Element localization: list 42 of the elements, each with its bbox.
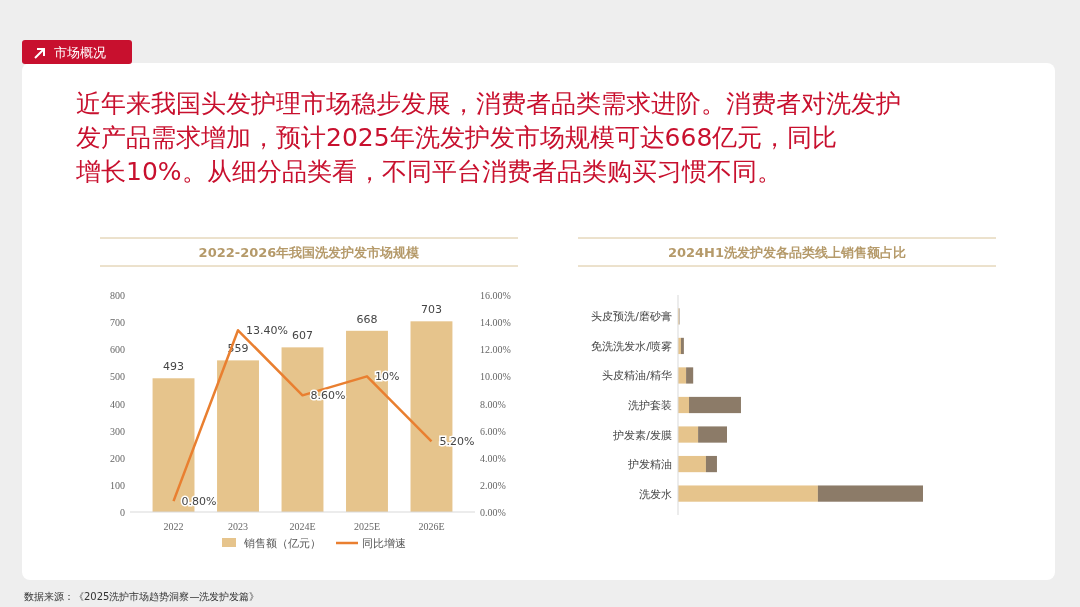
legend-label: 销售额（亿元） <box>243 537 321 550</box>
y2-tick-label: 16.00% <box>480 290 511 301</box>
data-label: 493 <box>163 360 185 374</box>
y2-tick-label: 4.00% <box>480 452 506 464</box>
x-tick-label: 2025E <box>353 521 381 532</box>
y-tick-label: 600 <box>110 344 125 356</box>
y-tick-label: 300 <box>110 425 125 437</box>
data-label: 607 <box>292 329 313 343</box>
y-tick-label: 500 <box>110 371 125 383</box>
y2-tick-label: 10.00% <box>480 371 511 383</box>
x-tick-label: 2026E <box>418 521 445 532</box>
y2-tick-label: 2.00% <box>480 479 506 491</box>
chart-title: 2022-2026年我国洗发护发市场规模 <box>198 245 420 260</box>
y-tick-label: 免洗洗发水/喷雾 <box>591 339 672 353</box>
x-tick-label: 2022 <box>163 521 184 532</box>
y-tick-label: 700 <box>110 317 125 329</box>
y-tick-label: 400 <box>110 398 125 410</box>
y-tick-label: 200 <box>110 452 125 464</box>
x-tick-label: 2024E <box>289 521 316 532</box>
chart-title: 2024H1洗发护发各品类线上销售额占比 <box>667 245 907 260</box>
y-tick-label: 头皮预洗/磨砂膏 <box>591 310 672 324</box>
data-label: 668 <box>356 312 378 326</box>
y-tick-label: 800 <box>110 290 125 301</box>
x-tick-label: 2023 <box>228 521 249 532</box>
y2-tick-label: 0.00% <box>480 507 506 518</box>
y2-tick-label: 8.00% <box>480 398 506 410</box>
y-tick-label: 护发精油 <box>627 458 672 472</box>
y-tick-label: 洗护套装 <box>628 399 672 412</box>
y2-tick-label: 14.00% <box>480 317 511 329</box>
text: 近年来我国头发护理市场稳步发展，消费者品类需求进阶。消费者对洗发护发产品需求增加，预计2025年洗发护发市场规模可达668亿元，同比增长10%。从细分品类看，不同平台消费者品类购买习惯不同。 <box>75 89 901 186</box>
y-tick-label: 头皮精油/精华 <box>602 369 672 383</box>
source-note: 数据来源：《2025洗护市场趋势洞察—洗发护发篇》 <box>24 591 260 602</box>
data-label: 13.40% <box>246 324 288 338</box>
data-label: 703 <box>420 303 442 317</box>
y-tick-label: 洗发水 <box>639 487 672 501</box>
y-tick-label: 100 <box>110 479 125 491</box>
y2-tick-label: 12.00% <box>480 344 511 356</box>
y-tick-label: 0 <box>120 507 125 518</box>
legend-label: 同比增速 <box>362 537 406 550</box>
y2-tick-label: 6.00% <box>480 425 506 437</box>
text: 市场概况 <box>54 45 106 60</box>
y-tick-label: 护发素/发膜 <box>612 428 672 442</box>
